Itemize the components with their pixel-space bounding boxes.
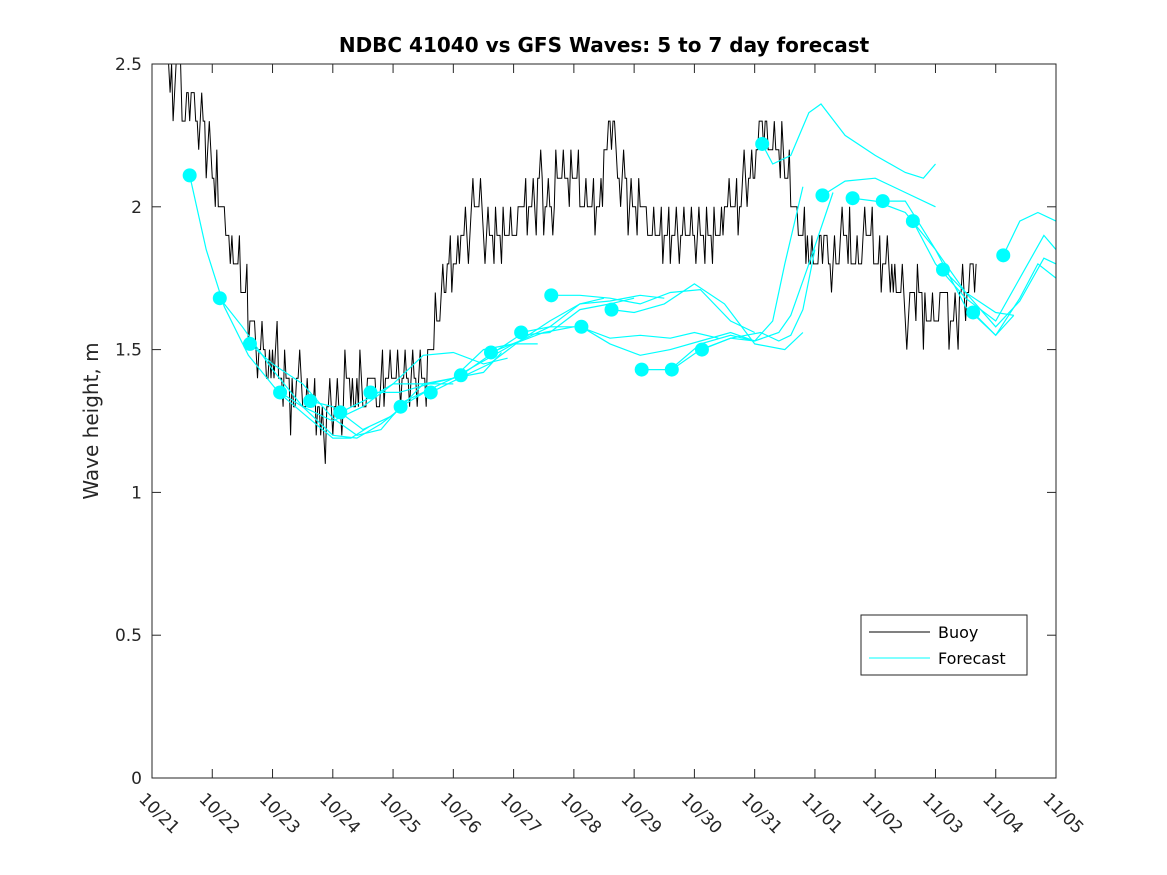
legend-box (860, 614, 1028, 676)
plot-frame (151, 63, 1057, 779)
forecast-point (514, 325, 529, 340)
forecast-trace (882, 200, 1015, 337)
forecast-point (393, 399, 408, 414)
forecast-point (664, 362, 679, 377)
buoy-line (164, 64, 977, 464)
forecast-point (755, 136, 770, 151)
legend-buoy-label: Buoy (938, 623, 978, 642)
forecast-point (936, 262, 950, 277)
forecast-point (333, 405, 348, 420)
forecast-point (574, 319, 589, 334)
forecast-point (905, 214, 920, 229)
forecast-trace (1002, 211, 1056, 256)
y-axis: 0 0.5 1 1.5 2 2.5 (115, 55, 1056, 789)
forecast-point (544, 288, 559, 303)
forecast-trace (822, 177, 936, 208)
forecast-trace (701, 249, 816, 351)
forecast-trace (581, 326, 755, 356)
forecast-series (182, 103, 1056, 439)
forecast-trace (912, 220, 1056, 322)
buoy-series (164, 64, 977, 464)
y-tick-label: 2 (131, 198, 142, 218)
forecast-trace (761, 103, 936, 179)
y-axis-label: Wave height, m (79, 342, 103, 499)
legend-forecast-label: Forecast (938, 649, 1006, 668)
chart-title: NDBC 41040 vs GFS Waves: 5 to 7 day fore… (339, 33, 870, 57)
forecast-trace (219, 297, 400, 439)
forecast-point (273, 385, 288, 400)
y-tick-label: 2.5 (115, 55, 142, 75)
forecast-point (303, 394, 318, 409)
y-tick-label: 1 (131, 483, 142, 503)
forecast-point (996, 248, 1011, 263)
forecast-point (845, 191, 860, 206)
forecast-trace (520, 326, 719, 339)
forecast-point (604, 302, 619, 317)
y-tick-label: 0.5 (115, 626, 142, 646)
forecast-point (423, 385, 438, 400)
y-tick-label: 1.5 (115, 341, 142, 361)
legend: Buoy Forecast (860, 614, 1028, 676)
forecast-trace (942, 257, 1056, 328)
forecast-point (242, 336, 257, 351)
forecast-trace (611, 283, 804, 351)
forecast-point (212, 291, 227, 306)
forecast-point (875, 194, 890, 209)
forecast-point (363, 385, 378, 400)
forecast-point (815, 188, 830, 203)
forecast-point (634, 362, 649, 377)
forecast-point (453, 368, 468, 383)
forecast-point (182, 168, 197, 183)
forecast-trace (490, 294, 665, 354)
forecast-point (694, 342, 709, 357)
forecast-point (484, 345, 498, 360)
forecast-trace (551, 288, 755, 334)
forecast-point (966, 305, 981, 320)
forecast-trace (972, 262, 1056, 337)
y-tick-label: 0 (131, 769, 142, 789)
